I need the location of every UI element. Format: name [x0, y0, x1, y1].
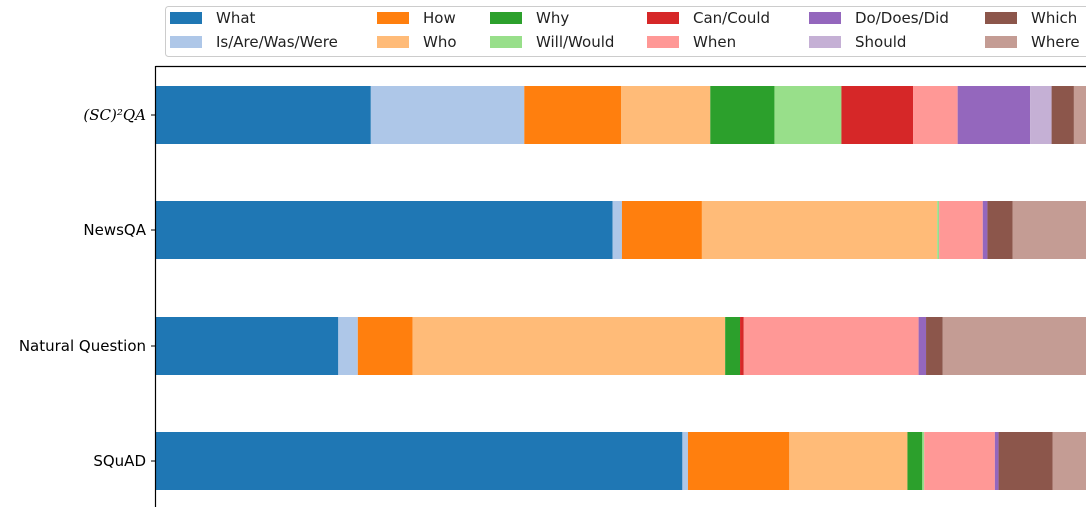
bar-sc-qa-how [524, 86, 621, 144]
y-tick-label: (SC)²QA [83, 106, 146, 124]
y-axis-ticks: (SC)²QA NewsQA Natural Question SQuAD [19, 106, 156, 470]
legend-label: Who [423, 33, 457, 51]
bar-sc-qa-where [1073, 86, 1086, 144]
legend-swatch [647, 12, 679, 24]
bar-squad-how [687, 432, 790, 490]
bar-sc-qa-why [710, 86, 775, 144]
legend-swatch [985, 12, 1017, 24]
bar-squad-why [907, 432, 923, 490]
legend-item-is-are-was-were: Is/Are/Was/Were [170, 33, 338, 51]
legend-label: Why [536, 9, 569, 27]
legend-label: Do/Does/Did [855, 9, 949, 27]
bar-newsqa-do-does-did [982, 201, 988, 259]
legend-label: How [423, 9, 456, 27]
legend-label: Can/Could [693, 9, 770, 27]
legend-item-can-could: Can/Could [647, 9, 770, 27]
bar-sc-qa-can-could [841, 86, 914, 144]
bar-natural-question-why [725, 317, 741, 375]
bar-squad-which [998, 432, 1053, 490]
legend-label: Where [1031, 33, 1080, 51]
legend-swatch [490, 36, 522, 48]
bar-sc-qa-which [1051, 86, 1074, 144]
legend-swatch [490, 12, 522, 24]
bar-newsqa-will-would [937, 201, 940, 259]
bar-squad-when [924, 432, 995, 490]
legend-item-what: What [170, 9, 256, 27]
y-tick-label: SQuAD [93, 452, 146, 470]
legend-swatch [647, 36, 679, 48]
bar-natural-question-is-are-was-were [338, 317, 358, 375]
bar-natural-question-can-could [740, 317, 744, 375]
y-tick-label: NewsQA [83, 221, 146, 239]
legend-swatch [809, 36, 841, 48]
legend-label: Is/Are/Was/Were [216, 33, 338, 51]
legend-swatch [170, 12, 202, 24]
legend-item-which: Which [985, 9, 1077, 27]
bar-newsqa-is-are-was-were [612, 201, 622, 259]
bar-newsqa-what [156, 201, 613, 259]
legend-item-how: How [377, 9, 456, 27]
legend-item-who: Who [377, 33, 457, 51]
legend-swatch [377, 12, 409, 24]
bar-sc-qa-who [621, 86, 711, 144]
legend-label: Which [1031, 9, 1077, 27]
bar-squad-is-are-was-were [682, 432, 688, 490]
legend-item-will-would: Will/Would [490, 33, 614, 51]
legend-swatch [170, 36, 202, 48]
legend-item-do-does-did: Do/Does/Did [809, 9, 949, 27]
legend-label: When [693, 33, 736, 51]
legend-item-should: Should [809, 33, 906, 51]
bar-newsqa-which [987, 201, 1013, 259]
legend-label: Should [855, 33, 906, 51]
bar-natural-question-who [412, 317, 726, 375]
bar-natural-question-what [156, 317, 339, 375]
legend-swatch [985, 36, 1017, 48]
legend-swatch [377, 36, 409, 48]
legend-item-why: Why [490, 9, 569, 27]
bar-newsqa-where [1012, 201, 1086, 259]
bar-squad-where [1052, 432, 1086, 490]
y-tick-label: Natural Question [19, 337, 146, 355]
legend-item-when: When [647, 33, 736, 51]
bar-squad-what [156, 432, 683, 490]
legend: What Is/Are/Was/Were How Who Why Will/Would Ca… [165, 6, 1086, 57]
bar-squad-do-does-did [994, 432, 999, 490]
bar-squad-who [789, 432, 908, 490]
bar-sc-qa-should [1030, 86, 1052, 144]
bar-newsqa-when [939, 201, 983, 259]
bar-natural-question-which [926, 317, 943, 375]
bar-sc-qa-when [913, 86, 958, 144]
bar-sc-qa-do-does-did [957, 86, 1031, 144]
legend-label: Will/Would [536, 33, 614, 51]
bars-layer [156, 86, 1086, 490]
bar-natural-question-how [357, 317, 413, 375]
bar-natural-question-when [743, 317, 919, 375]
bar-newsqa-how [621, 201, 702, 259]
bar-squad-will-would [922, 432, 925, 490]
bar-natural-question-where [942, 317, 1086, 375]
bar-newsqa-who [701, 201, 938, 259]
bar-sc-qa-is-are-was-were [370, 86, 525, 144]
legend-item-where: Where [985, 33, 1080, 51]
bar-natural-question-do-does-did [918, 317, 927, 375]
bar-sc-qa-will-would [774, 86, 842, 144]
bar-sc-qa-what [156, 86, 371, 144]
legend-swatch [809, 12, 841, 24]
legend-label: What [216, 9, 256, 27]
